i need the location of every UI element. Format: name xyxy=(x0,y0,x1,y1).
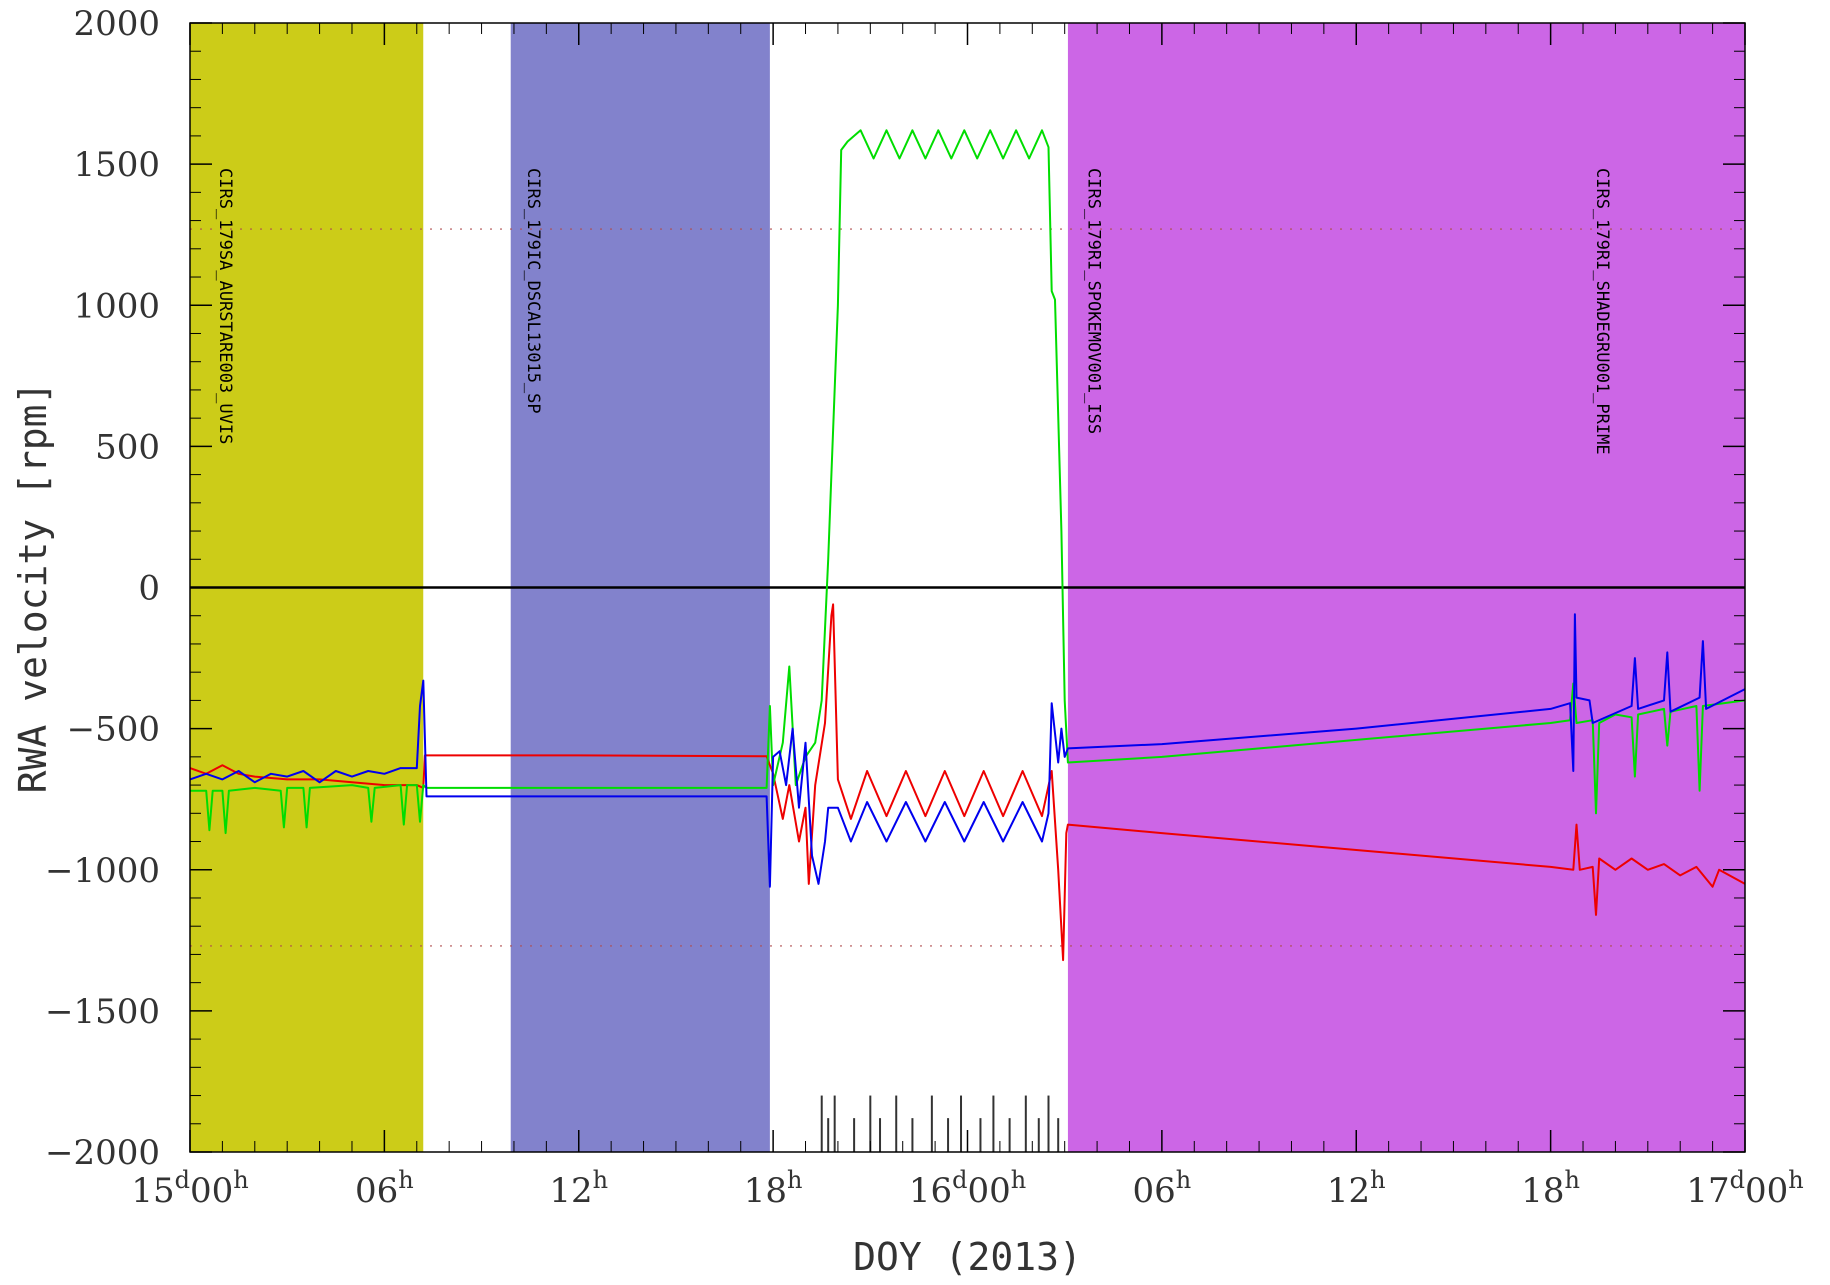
y-tick-label: −1000 xyxy=(45,851,160,891)
y-tick-label: −1500 xyxy=(45,992,160,1032)
y-tick-label: 2000 xyxy=(73,4,160,44)
event-ticks xyxy=(820,1095,1060,1152)
y-tick-label: −2000 xyxy=(45,1133,160,1173)
series-line-0 xyxy=(189,603,1746,962)
y-tick-label: 0 xyxy=(138,569,160,609)
x-axis-title: DOY (2013) xyxy=(853,1235,1082,1279)
y-axis-title: RWA velocity [rpm] xyxy=(11,382,55,794)
axis-ticks: −2000 −1500 −1000 −500 0 500 1000 1500 2000 15d00… xyxy=(45,4,1804,1211)
x-tick-label: 17d00h xyxy=(1686,1166,1803,1211)
x-tick-label: 16d00h xyxy=(909,1166,1026,1211)
band-label-2: CIRS_179RI_SPOKEMOV001_ISS xyxy=(1083,168,1103,434)
x-tick-label: 12h xyxy=(549,1166,608,1211)
reference-lines xyxy=(190,228,1745,947)
series-line-2 xyxy=(189,613,1746,888)
y-tick-label: 1500 xyxy=(73,145,160,185)
band-labels: CIRS_179SA_AURSTARE003_UVIS CIRS_179IC_DS… xyxy=(215,168,1612,455)
band-label-0: CIRS_179SA_AURSTARE003_UVIS xyxy=(215,168,235,444)
x-tick-label: 15d00h xyxy=(131,1166,248,1211)
y-tick-label: −500 xyxy=(67,710,160,750)
x-tick-label: 18h xyxy=(744,1166,803,1211)
x-tick-label: 06h xyxy=(355,1166,414,1211)
band-label-3: CIRS_179RI_SHADEGRU001_PRIME xyxy=(1592,168,1612,455)
x-tick-label: 06h xyxy=(1133,1166,1192,1211)
data-series xyxy=(189,129,1746,962)
y-tick-label: 1000 xyxy=(73,286,160,326)
x-tick-label: 12h xyxy=(1327,1166,1386,1211)
x-tick-label: 18h xyxy=(1521,1166,1580,1211)
band-label-1: CIRS_179IC_DSCAL13015_SP xyxy=(523,168,543,414)
series-line-1 xyxy=(190,129,1746,835)
y-tick-label: 500 xyxy=(95,427,160,467)
